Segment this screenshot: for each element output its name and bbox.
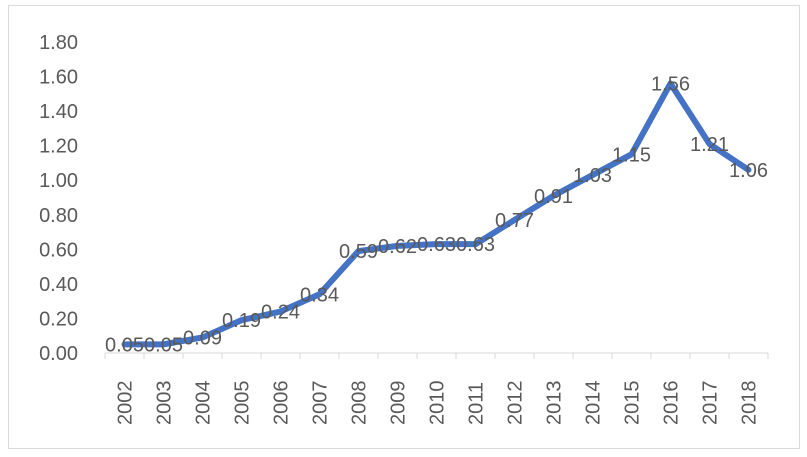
x-tick-label: 2011: [466, 382, 488, 425]
x-tick-label: 2010: [427, 381, 449, 426]
data-label: 0.77: [495, 210, 534, 232]
chart-frame: [8, 5, 800, 449]
data-label: 0.63: [417, 234, 456, 256]
x-tick-label: 2012: [505, 381, 527, 426]
x-tick-label: 2017: [700, 381, 722, 426]
x-tick-label: 2013: [544, 381, 566, 426]
x-tick-label: 2004: [193, 381, 215, 426]
x-tick-label: 2002: [115, 381, 137, 426]
data-label: 0.59: [339, 241, 378, 263]
data-label: 0.19: [222, 310, 261, 332]
x-tick-label: 2014: [583, 381, 605, 426]
data-label: 0.05: [144, 334, 183, 356]
y-tick-label: 0.60: [39, 239, 78, 261]
y-tick-label: 1.80: [39, 32, 78, 54]
y-tick-label: 0.80: [39, 205, 78, 227]
y-tick-label: 1.20: [39, 136, 78, 158]
data-line: [121, 80, 752, 348]
data-label: 0.05: [105, 334, 144, 356]
y-tick-label: 0.00: [39, 343, 78, 365]
data-label: 1.03: [573, 165, 612, 187]
y-tick-label: 0.40: [39, 274, 78, 296]
x-tick-label: 2015: [622, 381, 644, 426]
x-tick-label: 2018: [739, 381, 761, 426]
x-tick-label: 2016: [661, 381, 683, 426]
data-label: 0.63: [456, 234, 495, 256]
x-tick-label: 2006: [271, 381, 293, 426]
y-tick-label: 1.60: [39, 67, 78, 89]
data-label: 1.21: [690, 134, 729, 156]
x-tick-label: 2003: [154, 381, 176, 426]
data-label: 0.34: [300, 284, 339, 306]
data-label: 1.56: [651, 73, 690, 95]
y-tick-label: 1.00: [39, 170, 78, 192]
x-tick-label: 2007: [310, 381, 332, 426]
x-tick-label: 2008: [349, 381, 371, 426]
data-label: 1.15: [612, 144, 651, 166]
y-tick-label: 1.40: [39, 101, 78, 123]
x-tick-label: 2009: [388, 381, 410, 426]
data-label: 1.06: [729, 160, 768, 182]
data-label: 0.24: [261, 302, 300, 324]
data-label: 0.62: [378, 236, 417, 258]
x-tick-label: 2005: [232, 381, 254, 426]
y-tick-label: 0.20: [39, 308, 78, 330]
data-label: 0.91: [534, 186, 573, 208]
data-label: 0.09: [183, 327, 222, 349]
